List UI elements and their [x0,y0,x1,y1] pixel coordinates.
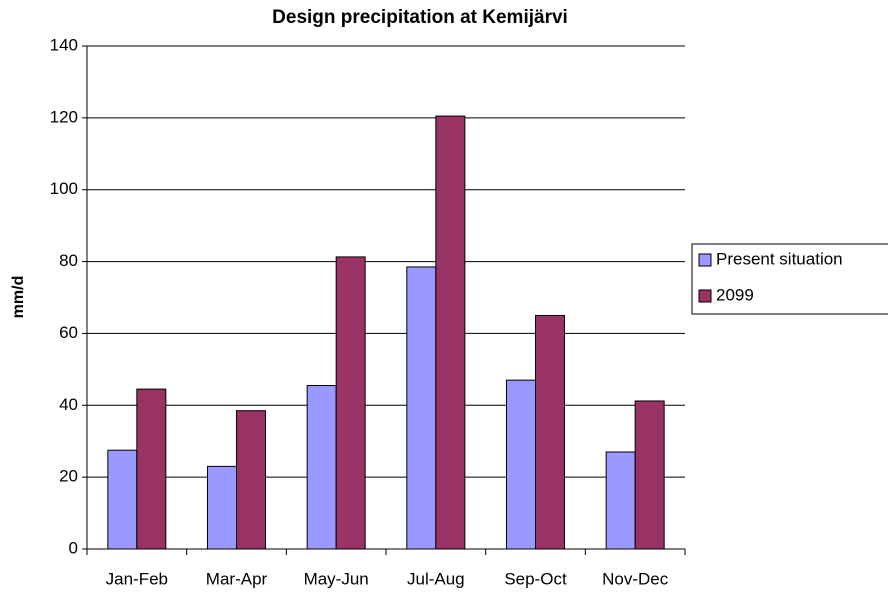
x-tick-label: Jan-Feb [106,569,168,588]
bar [107,449,138,550]
x-tick-label: Sep-Oct [504,569,567,588]
y-tick-label: 60 [59,323,78,342]
y-tick-label: 20 [59,467,78,486]
chart-title: Design precipitation at Kemijärvi [272,7,568,28]
y-tick-label: 80 [59,251,78,270]
legend-swatch [698,253,712,267]
bar [605,451,636,550]
y-tick-label: 40 [59,395,78,414]
y-tick-label: 120 [50,107,78,126]
y-tick-label: 0 [69,538,78,557]
bar [207,465,237,550]
bar [236,410,266,550]
legend-swatch [698,289,712,303]
x-tick-label: Jul-Aug [407,569,465,588]
y-axis-label: mm/d [10,276,27,319]
x-tick-label: May-Jun [304,569,369,588]
x-tick-label: Nov-Dec [602,569,669,588]
bar [634,400,665,550]
legend-label: Present situation [716,249,843,268]
y-tick-label: 100 [50,179,78,198]
bar [435,115,466,550]
bar [535,314,565,550]
bar [406,266,437,550]
legend-box [691,243,888,315]
bar [506,379,536,550]
x-tick-label: Mar-Apr [206,569,268,588]
y-tick-label: 140 [50,35,78,54]
bar [306,385,337,550]
legend-label: 2099 [716,285,754,304]
bar [335,256,366,550]
bar [136,388,167,550]
